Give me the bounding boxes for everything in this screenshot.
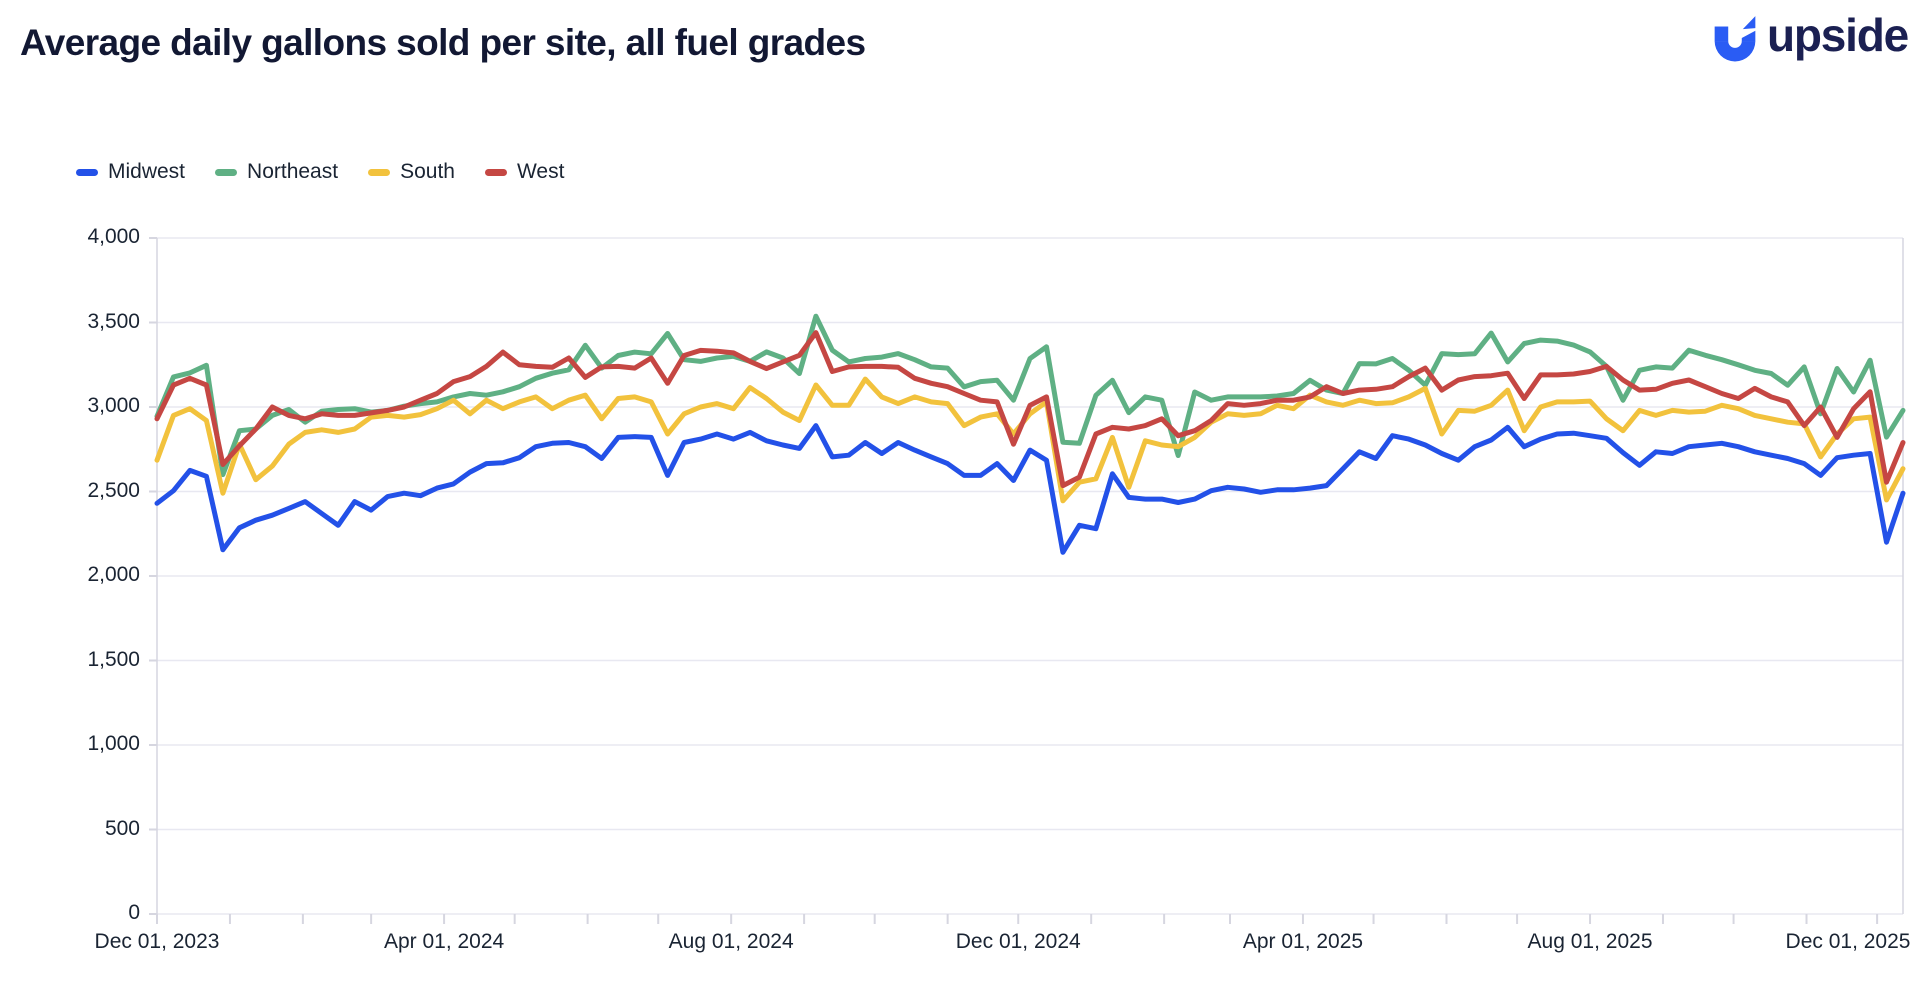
x-axis-label: Aug 01, 2024 [668, 930, 794, 953]
legend-item-west[interactable]: West [484, 160, 565, 184]
legend-swatch [76, 168, 98, 176]
legend-swatch [215, 168, 238, 176]
y-axis-label: 4,000 [87, 225, 140, 248]
x-axis-label: Dec 01, 2023 [94, 930, 220, 953]
legend-item-midwest[interactable]: Midwest [76, 160, 185, 184]
series-line-northeast [154, 313, 1906, 478]
brand-logo: upside [1712, 9, 1909, 64]
x-axis-label: Dec 01, 2024 [955, 930, 1081, 953]
x-axis-label: Apr 01, 2024 [383, 930, 505, 953]
legend-label: South [400, 160, 455, 183]
legend: Midwest Northeast South West [76, 160, 594, 184]
legend-item-south[interactable]: South [368, 160, 455, 184]
y-axis-label: 2,000 [87, 563, 140, 586]
legend-swatch [484, 168, 507, 176]
legend-item-northeast[interactable]: Northeast [215, 160, 338, 184]
y-axis-label: 3,000 [87, 394, 140, 417]
series-line-west [154, 330, 1906, 489]
brand-wordmark: upside [1766, 9, 1909, 61]
y-axis-label: 2,500 [87, 478, 140, 502]
x-axis-label: Aug 01, 2025 [1527, 930, 1653, 953]
legend-swatch [368, 168, 391, 176]
y-axis-label: 3,500 [87, 309, 140, 333]
legend-label: West [516, 160, 565, 183]
y-axis-label: 0 [128, 901, 140, 924]
upside-logo-icon [1712, 14, 1758, 62]
y-axis-label: 1,500 [87, 647, 140, 671]
legend-label: Northeast [247, 160, 339, 183]
y-axis-label: 500 [104, 816, 140, 840]
y-axis-label: 1,000 [87, 732, 140, 755]
x-axis-label: Apr 01, 2025 [1242, 930, 1364, 953]
page-title: Average daily gallons sold per site, all… [20, 22, 866, 63]
x-axis-label: Dec 01, 2025 [1785, 930, 1911, 953]
series-line-midwest [154, 423, 1906, 555]
series-line-south [154, 376, 1906, 504]
legend-label: Midwest [108, 160, 186, 183]
